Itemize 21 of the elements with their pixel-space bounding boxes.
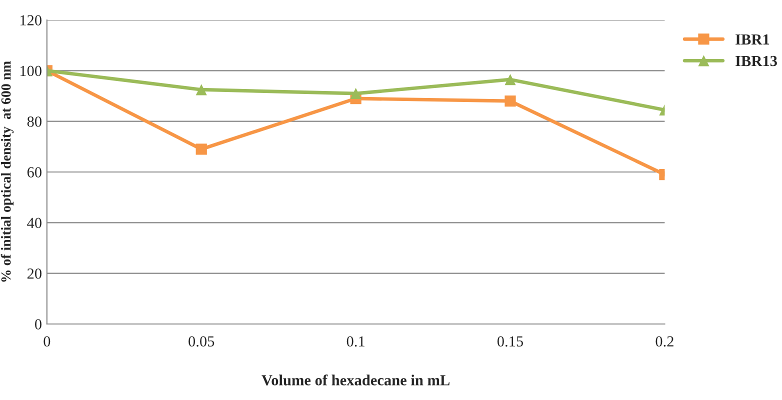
- y-tick-label: 0: [35, 319, 42, 330]
- x-tick-label: 0: [44, 336, 50, 347]
- x-tick-label: 0.2: [656, 336, 674, 347]
- point: [196, 144, 207, 155]
- point: [196, 84, 207, 96]
- point: [504, 96, 516, 107]
- point: [504, 74, 516, 86]
- y-tick-label: 40: [27, 218, 42, 228]
- y-tick-label: 20: [27, 268, 42, 279]
- x-tick-label: 0.1: [346, 336, 364, 347]
- x-axis-title: Volume of hexadecane in mL: [262, 374, 450, 386]
- y-tick-label: 80: [27, 116, 42, 127]
- y-tick-label: 120: [20, 15, 42, 26]
- y-axis-title: % of initial optical density at 600 nm: [0, 61, 14, 282]
- legend-label: IBR1: [736, 34, 770, 44]
- x-tick-label: 0.15: [497, 336, 524, 347]
- y-tick-label: 60: [27, 167, 42, 178]
- legend-label: IBR13: [736, 56, 777, 66]
- x-tick-label: 0.05: [188, 336, 214, 347]
- y-tick-label: 100: [20, 66, 42, 76]
- point: [350, 88, 362, 100]
